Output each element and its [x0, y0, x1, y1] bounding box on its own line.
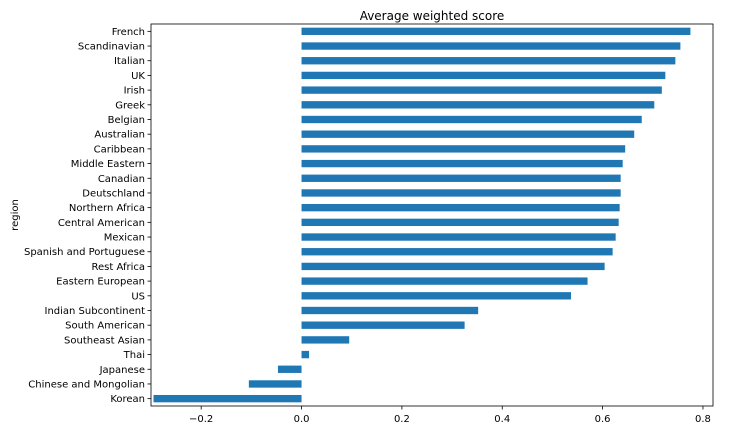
bar — [301, 262, 605, 271]
x-tick-label: −0.2 — [189, 414, 213, 425]
y-tick-label: Belgian — [108, 115, 145, 126]
y-tick-label: Canadian — [98, 174, 145, 185]
y-tick-label: Caribbean — [94, 144, 145, 155]
bar — [301, 101, 655, 109]
bars-group — [153, 27, 691, 403]
y-tick-label: UK — [131, 71, 145, 82]
y-tick-label: South American — [65, 321, 145, 332]
x-tick-label: 0.6 — [595, 414, 611, 425]
y-tick-label: Northern Africa — [69, 203, 145, 214]
y-tick-label: Italian — [114, 56, 145, 67]
bar — [301, 86, 662, 94]
bar — [301, 350, 310, 359]
y-tick-label: Korean — [110, 394, 145, 405]
y-tick-label: Eastern European — [56, 277, 145, 288]
bar — [301, 336, 350, 344]
x-ticks: −0.2 0.0 0.2 0.4 0.6 0.8 — [189, 406, 711, 425]
bar — [301, 27, 691, 36]
bar — [301, 42, 681, 50]
bar — [301, 306, 479, 315]
bar — [301, 71, 666, 80]
bar — [301, 203, 620, 212]
bar — [301, 292, 571, 300]
bar — [301, 189, 621, 197]
bar — [301, 57, 676, 65]
y-tick-label: Greek — [115, 100, 145, 111]
y-tick-label: Irish — [124, 86, 145, 97]
bar — [301, 321, 465, 329]
bar — [301, 115, 642, 124]
bar — [301, 174, 621, 182]
y-tick-label: Indian Subcontinent — [45, 306, 146, 317]
y-tick-label: Southeast Asian — [64, 335, 145, 346]
bar — [248, 380, 302, 388]
bar — [301, 233, 616, 241]
x-tick-label: 0.8 — [695, 414, 711, 425]
y-tick-label: Spanish and Portuguese — [24, 247, 145, 258]
bar — [301, 218, 619, 227]
y-tick-label: Central American — [58, 218, 145, 229]
bar — [153, 394, 302, 403]
y-tick-label: US — [131, 291, 145, 302]
y-tick-label: Chinese and Mongolian — [28, 379, 145, 390]
y-tick-label: Deutschland — [82, 188, 145, 199]
x-tick-label: 0.2 — [394, 414, 410, 425]
bar — [301, 248, 613, 256]
bar — [301, 145, 626, 153]
y-tick-label: Scandinavian — [78, 42, 145, 53]
x-tick-label: 0.4 — [494, 414, 510, 425]
x-tick-label: 0.0 — [294, 414, 310, 425]
y-tick-label: Japanese — [99, 365, 145, 376]
bar — [277, 365, 302, 373]
chart-title: Average weighted score — [360, 9, 505, 23]
bar — [301, 159, 623, 168]
bar — [301, 130, 635, 138]
y-tick-label: Rest Africa — [92, 262, 145, 273]
y-tick-labels: French Scandinavian Italian UK Irish Greek Bel… — [24, 27, 151, 405]
y-tick-label: French — [112, 27, 145, 38]
plot-frame — [150, 23, 714, 407]
y-tick-label: Thai — [123, 350, 145, 361]
y-tick-label: Australian — [94, 130, 145, 141]
bar — [301, 277, 588, 285]
y-tick-label: Mexican — [104, 233, 145, 244]
y-axis-label: region — [10, 199, 21, 231]
y-tick-label: Middle Eastern — [71, 159, 145, 170]
